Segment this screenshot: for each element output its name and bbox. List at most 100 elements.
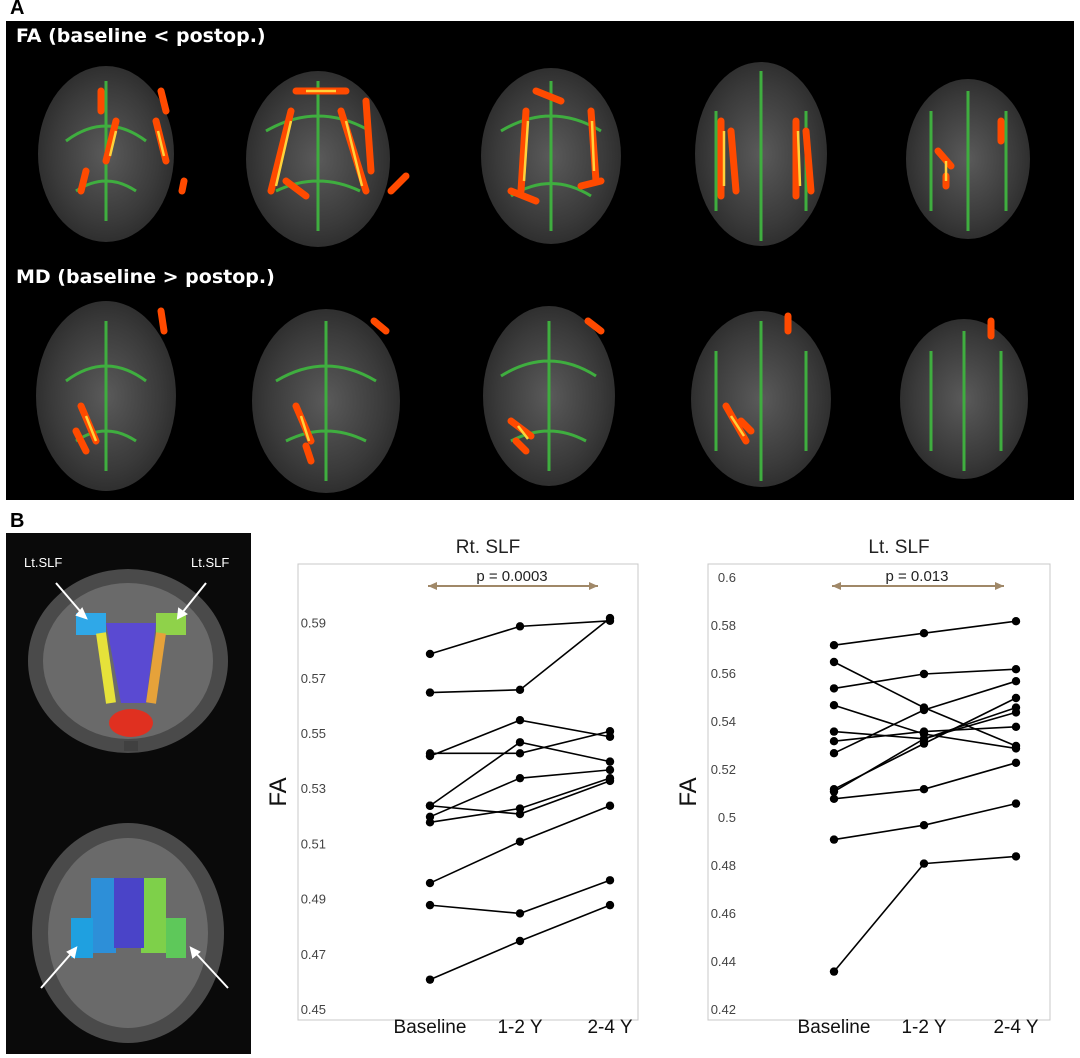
x-tick-label: 2-4 Y	[587, 1017, 632, 1038]
y-tick-label: 0.58	[711, 618, 736, 633]
y-tick-label: 0.47	[301, 947, 326, 962]
data-point	[919, 727, 929, 736]
row2-slices	[36, 301, 1028, 493]
x-tick-label: 2-4 Y	[993, 1017, 1038, 1038]
data-point	[605, 765, 615, 775]
y-tick-label: 0.45	[301, 1002, 326, 1017]
y-tick-label: 0.42	[711, 1002, 736, 1017]
data-point	[515, 773, 525, 783]
y-tick-label: 0.44	[711, 954, 736, 969]
data-point	[829, 794, 839, 803]
data-point	[605, 727, 615, 736]
arrow-head-right	[589, 582, 598, 590]
data-point	[1011, 617, 1021, 626]
data-point	[425, 688, 435, 697]
y-axis-label: FA	[675, 777, 702, 806]
panel-a-image: FA (baseline < postop.) MD (baseline > p…	[6, 21, 1074, 500]
panel-b-image: Lt.SLF Lt.SLF	[6, 533, 251, 1054]
data-point	[425, 818, 435, 827]
data-point	[515, 685, 525, 695]
chart-title: Rt. SLF	[456, 537, 520, 558]
data-point	[829, 657, 839, 667]
arrow-head-left	[832, 582, 841, 590]
x-tick-label: 1-2 Y	[497, 1017, 542, 1038]
data-point	[425, 878, 435, 888]
data-point	[425, 649, 435, 659]
data-point	[829, 967, 839, 976]
data-point	[919, 629, 929, 638]
data-point	[605, 776, 615, 786]
data-point	[829, 701, 839, 710]
data-point	[515, 909, 525, 918]
y-tick-label: 0.56	[711, 666, 736, 681]
data-point	[605, 757, 615, 766]
y-tick-label: 0.6	[718, 570, 736, 585]
panel-b-letter: B	[10, 510, 25, 532]
data-point	[919, 785, 929, 794]
plot-frame	[297, 563, 639, 1021]
data-point	[605, 613, 615, 623]
row2-label: MD (baseline > postop.)	[16, 266, 275, 288]
y-axis-label: FA	[265, 777, 292, 806]
brain-slices	[36, 62, 1030, 493]
plot-frame	[707, 563, 1051, 1021]
data-point	[1011, 693, 1021, 703]
arrow-label-left: Lt.SLF	[24, 555, 63, 570]
chart-rt-slf: Rt. SLF 0.45 0.47 0.49 0.51 0.53 0.55 0.57 0.59 F…	[265, 537, 639, 1038]
arrow-label-right: Lt.SLF	[191, 555, 230, 570]
data-point	[515, 622, 525, 631]
data-point	[829, 787, 839, 796]
chart-title: Lt. SLF	[868, 537, 929, 558]
arrow-head-right	[995, 582, 1004, 590]
y-tick-label: 0.53	[301, 781, 326, 796]
data-point	[1011, 744, 1021, 753]
data-point	[515, 749, 525, 758]
y-tick-label: 0.52	[711, 762, 736, 777]
data-point	[829, 727, 839, 736]
data-point	[1011, 665, 1021, 674]
data-point	[605, 900, 615, 910]
data-point	[425, 975, 435, 984]
y-tick-label: 0.49	[301, 892, 326, 907]
data-point	[1011, 799, 1021, 808]
data-point	[919, 734, 929, 743]
y-tick-label: 0.48	[711, 858, 736, 873]
y-tick-label: 0.59	[301, 616, 326, 631]
data-point	[919, 859, 929, 868]
arrows	[40, 582, 229, 989]
data-point	[919, 821, 929, 830]
data-point	[425, 801, 435, 810]
p-value-annotation: p = 0.0003	[476, 568, 547, 585]
y-tick-label: 0.5	[718, 810, 736, 825]
panel-a-letter: A	[10, 0, 25, 19]
data-point	[919, 669, 929, 679]
data-point	[1011, 703, 1021, 712]
data-point	[919, 705, 929, 715]
data-point	[829, 835, 839, 844]
data-point	[1011, 722, 1021, 731]
data-point	[1011, 758, 1021, 767]
y-tick-label: 0.57	[301, 671, 326, 686]
slf-atlas-slices	[28, 569, 229, 1043]
x-tick-label: Baseline	[394, 1017, 467, 1038]
y-tick-label: 0.55	[301, 726, 326, 741]
data-point	[515, 738, 525, 747]
chart-lt-slf: Lt. SLF 0.42 0.44 0.46 0.48 0.5 0.52 0.54 0.56 0.…	[675, 537, 1051, 1038]
data-point	[1011, 677, 1021, 686]
arrow-head-left	[428, 582, 437, 590]
row1-slices	[38, 62, 1030, 247]
y-tick-label: 0.46	[711, 906, 736, 921]
data-point	[425, 749, 435, 758]
data-point	[829, 684, 839, 693]
data-point	[425, 900, 435, 910]
data-point	[1011, 852, 1021, 861]
data-point	[605, 876, 615, 885]
data-point	[829, 749, 839, 758]
data-point	[515, 936, 525, 946]
data-point	[515, 809, 525, 819]
x-tick-label: Baseline	[798, 1017, 871, 1038]
data-point	[515, 716, 525, 725]
data-point	[605, 801, 615, 810]
data-point	[829, 641, 839, 650]
data-point	[829, 737, 839, 746]
